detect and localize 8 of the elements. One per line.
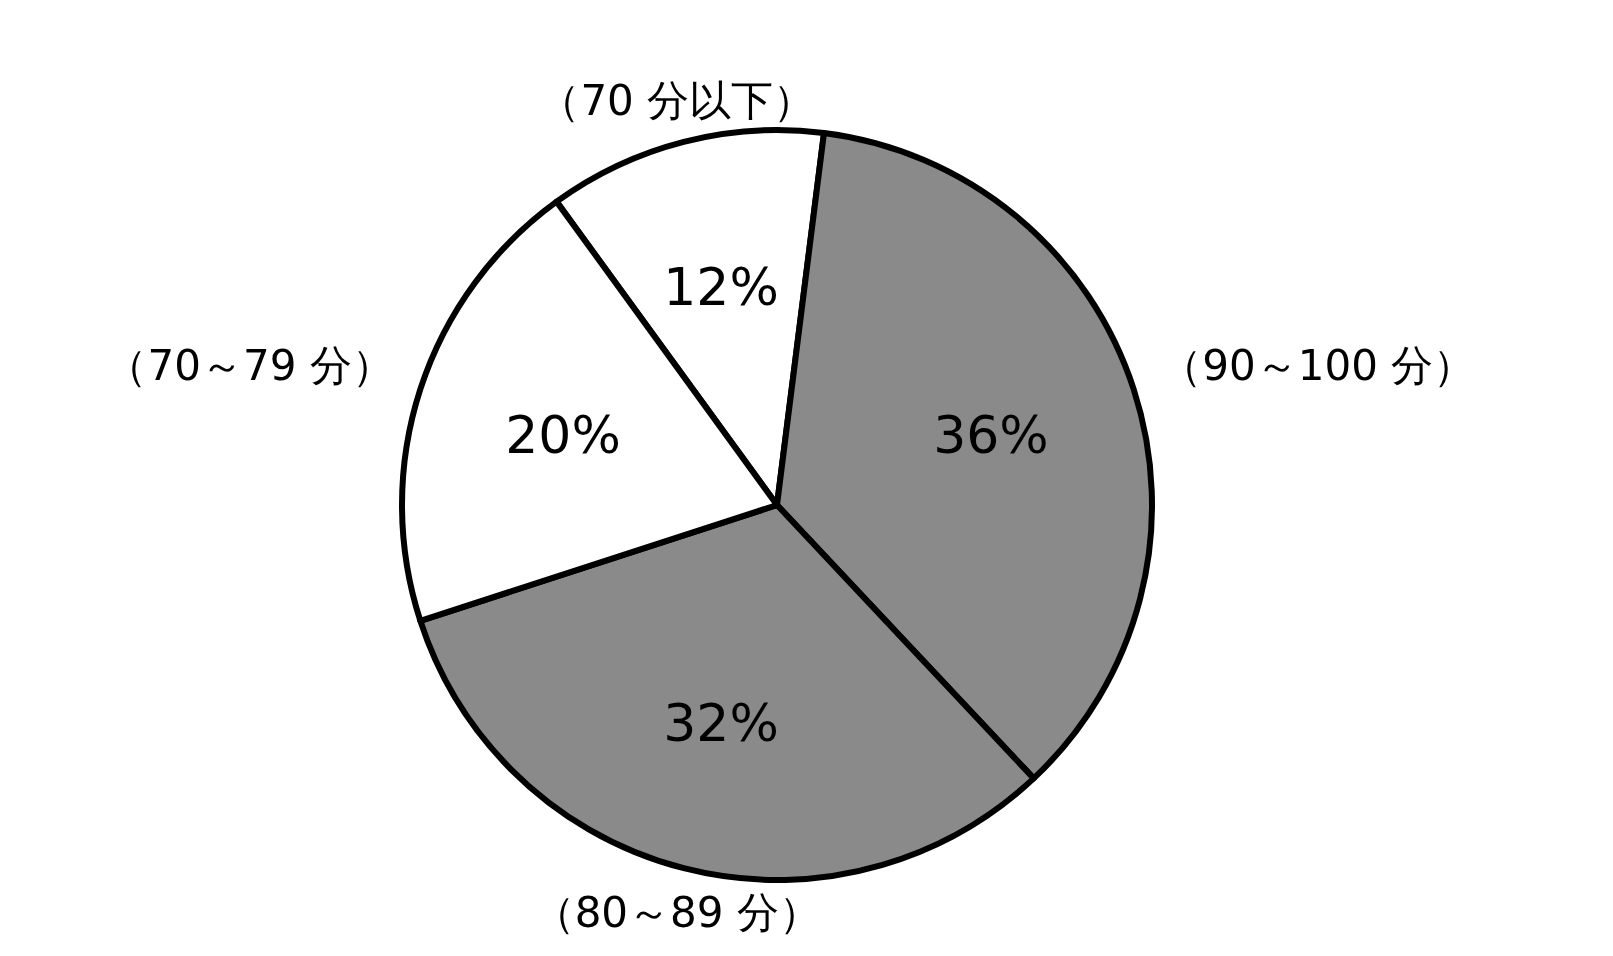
slice-label: （70～79 分）: [105, 341, 394, 391]
data-label: 12%: [663, 257, 779, 318]
slice-label: （80～89 分）: [532, 887, 821, 937]
slice-label: （90～100 分）: [1160, 341, 1476, 391]
data-label: 20%: [505, 405, 621, 466]
slice-label: （70 分以下）: [538, 75, 816, 125]
data-label: 36%: [933, 405, 1049, 466]
data-label: 32%: [663, 692, 779, 753]
